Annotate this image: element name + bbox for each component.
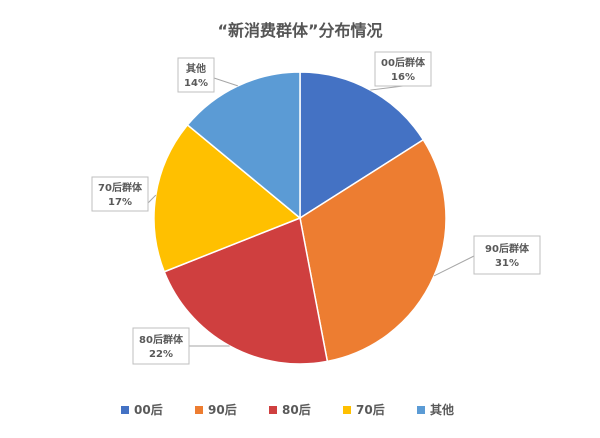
leader-line <box>213 77 238 87</box>
pie-slice-4 <box>153 123 302 273</box>
data-label: 80后群体 22% <box>132 327 190 365</box>
data-label-name: 70后群体 <box>98 181 143 194</box>
data-label-value: 31% <box>495 258 519 269</box>
legend-label: 90后 <box>208 402 237 417</box>
leader-line <box>370 85 404 91</box>
legend-item: 90后 <box>195 402 237 417</box>
pie-slice-5 <box>186 71 301 220</box>
legend-label: 80后 <box>282 402 311 417</box>
leader-lines <box>147 77 475 347</box>
legend-label: 其他 <box>430 402 454 417</box>
pie-slice-3 <box>163 216 329 365</box>
pie-slice-2 <box>299 138 447 363</box>
data-labels: 00后群体 16% 90后群体 31% 80后群体 22% 70后群体 17% 其他 14% <box>91 51 541 365</box>
legend-label: 70后 <box>356 402 385 417</box>
data-label: 其他 14% <box>177 57 215 93</box>
data-label-name: 90后群体 <box>485 242 530 255</box>
legend-swatch <box>121 406 129 414</box>
data-label-box <box>91 176 149 212</box>
chart-title: “新消费群体”分布情况 <box>217 21 382 40</box>
data-label: 00后群体 16% <box>374 51 432 87</box>
legend-item: 其他 <box>417 402 454 417</box>
data-label-name: 其他 <box>186 62 206 75</box>
pie-slice-1 <box>299 71 425 220</box>
data-label-box <box>374 51 432 87</box>
legend: 00后 90后 80后 70后 其他 <box>121 402 454 417</box>
data-label-value: 17% <box>108 197 132 208</box>
data-label: 90后群体 31% <box>473 235 541 275</box>
legend-item: 70后 <box>343 402 385 417</box>
pie-slices <box>153 71 447 365</box>
data-label-value: 22% <box>149 349 173 360</box>
data-label-name: 80后群体 <box>139 333 184 346</box>
legend-swatch <box>417 406 425 414</box>
data-label: 70后群体 17% <box>91 176 149 212</box>
data-label-value: 14% <box>184 78 208 89</box>
legend-item: 00后 <box>121 402 163 417</box>
legend-item: 80后 <box>269 402 311 417</box>
legend-swatch <box>343 406 351 414</box>
data-label-box <box>473 235 541 275</box>
data-label-value: 16% <box>391 72 415 83</box>
legend-swatch <box>195 406 203 414</box>
data-label-box <box>132 327 190 365</box>
data-label-name: 00后群体 <box>381 56 426 69</box>
legend-label: 00后 <box>134 402 163 417</box>
leader-line <box>433 255 475 277</box>
data-label-box <box>177 57 215 93</box>
legend-swatch <box>269 406 277 414</box>
leader-line <box>147 194 157 204</box>
